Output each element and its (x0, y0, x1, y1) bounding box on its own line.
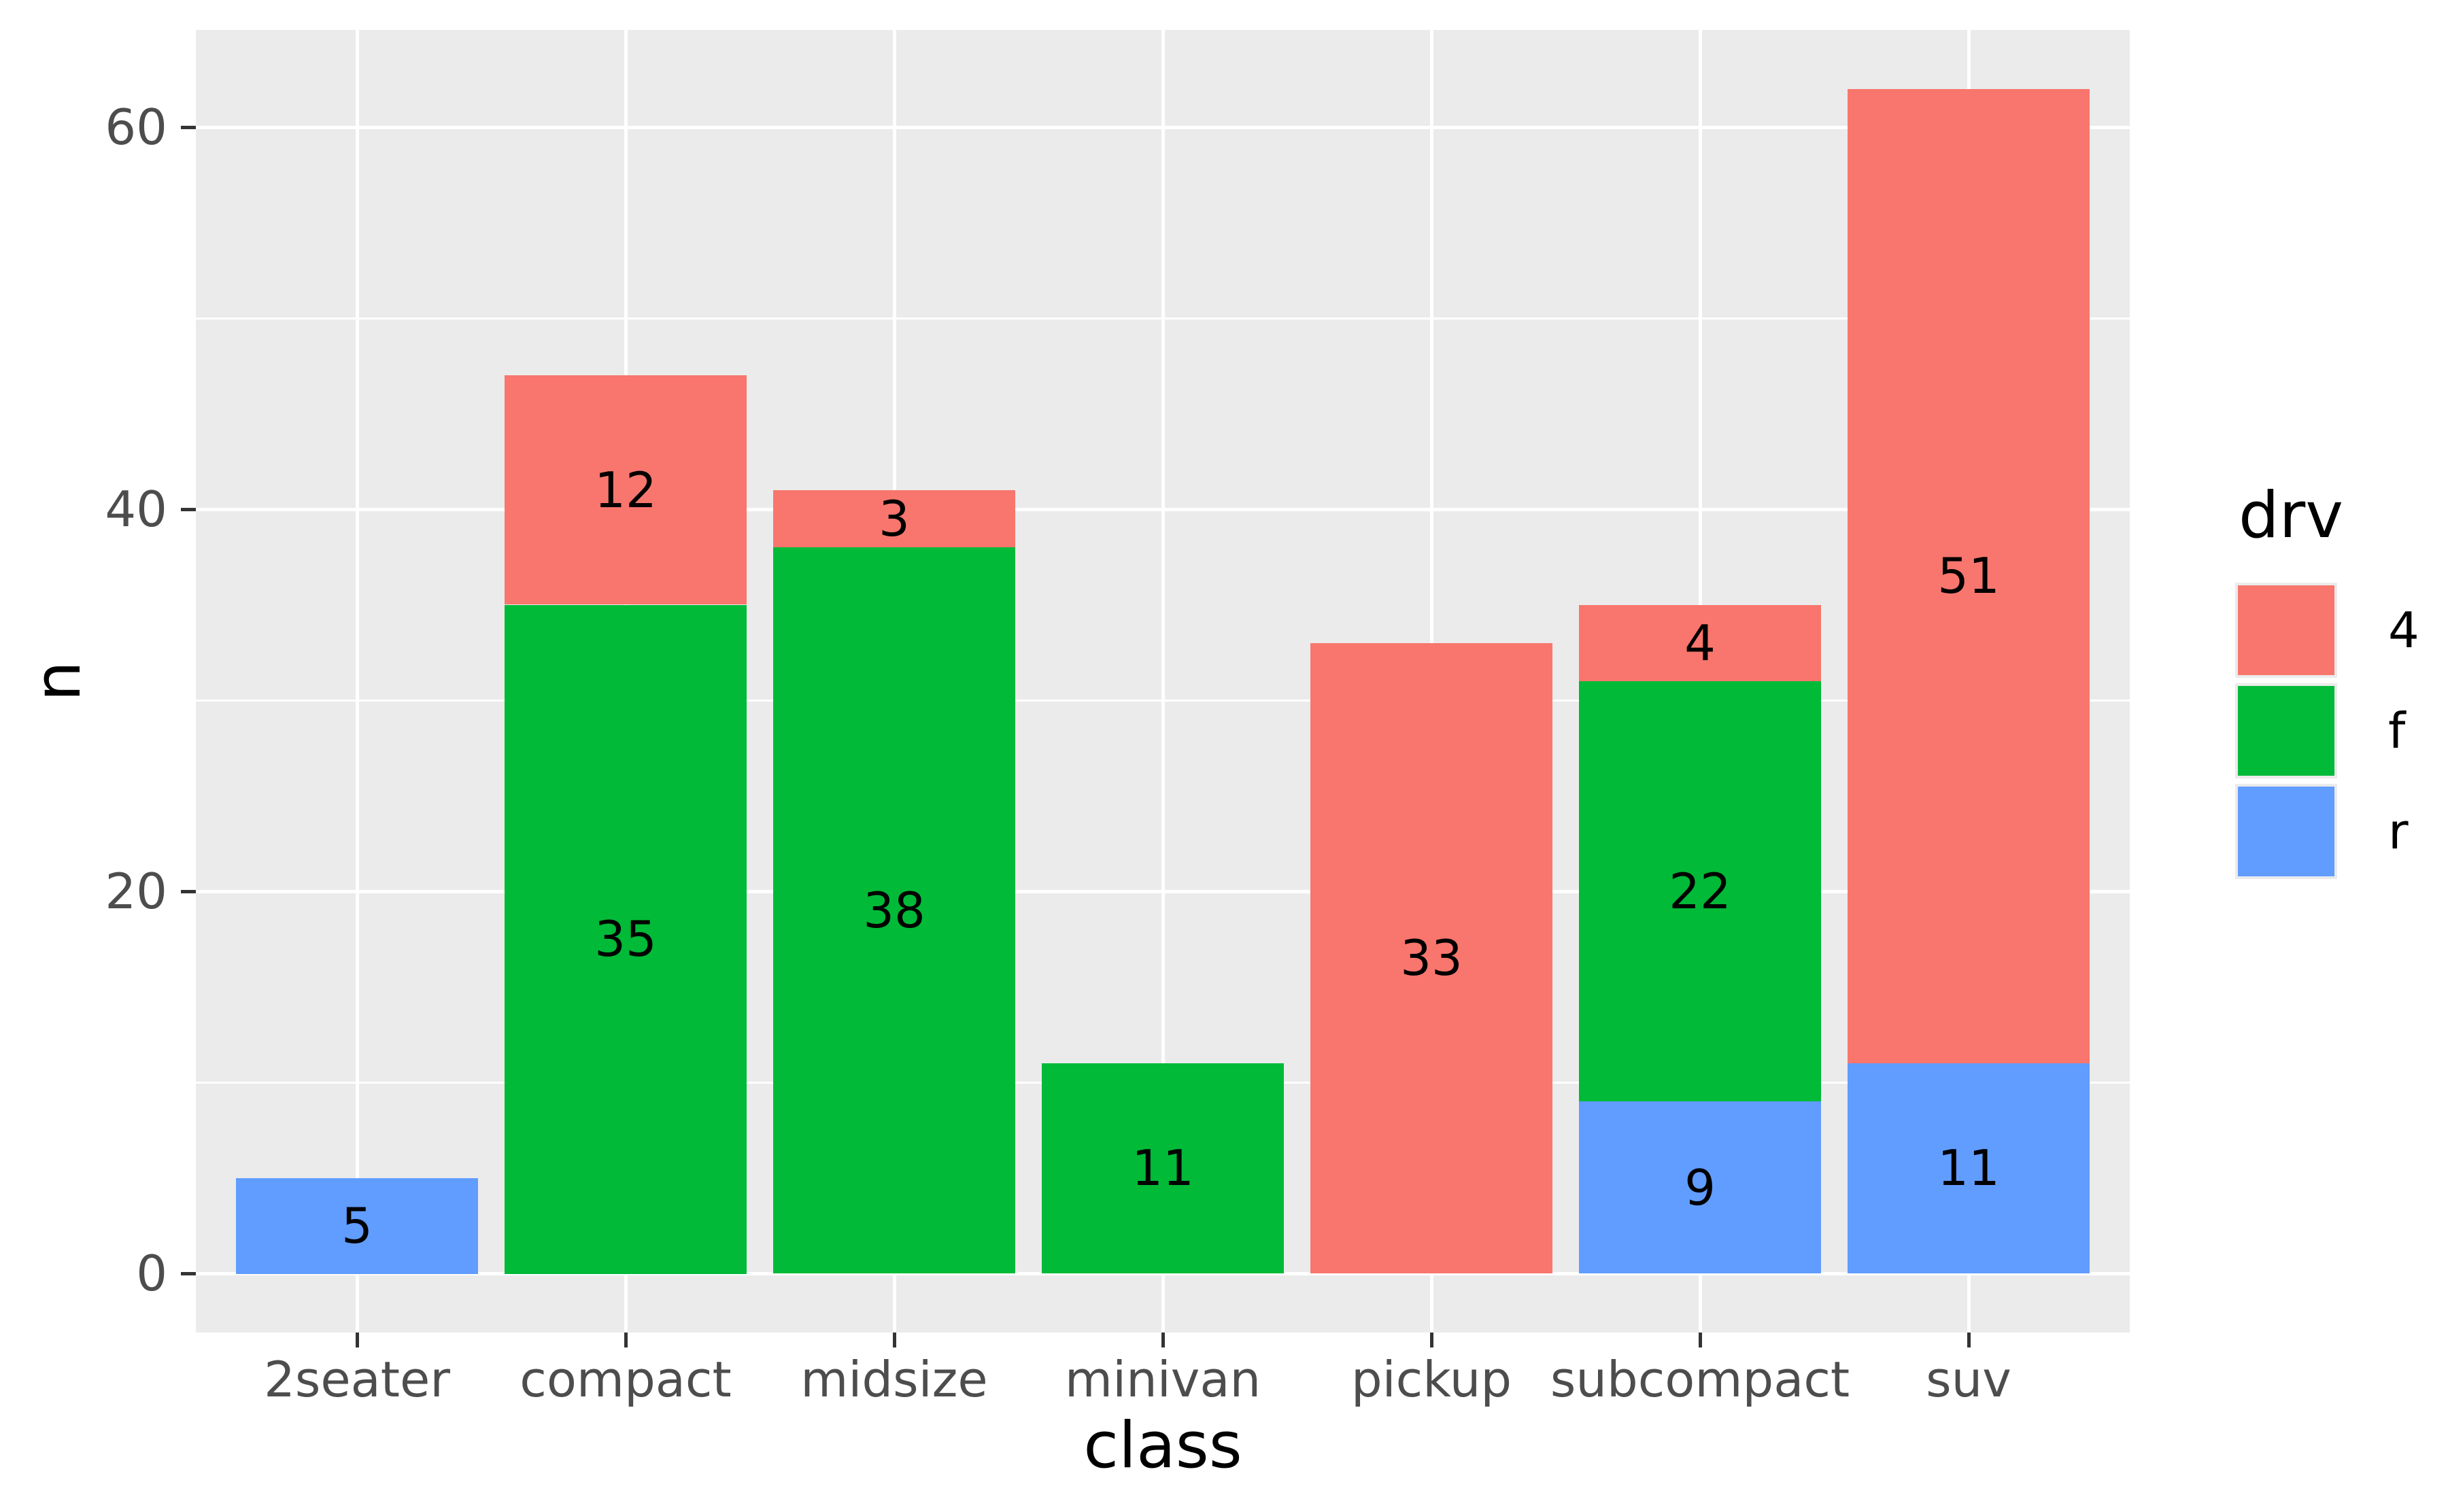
bar-value-label: 22 (1669, 863, 1731, 920)
x-major-gridline (1161, 30, 1165, 1333)
bar-value-label: 4 (1684, 615, 1716, 672)
bar-value-label: 35 (594, 910, 657, 967)
legend-label-r: r (2388, 803, 2409, 860)
y-tick-label-40: 40 (105, 481, 167, 538)
bar-segment-subcompact-drv-r (1579, 1101, 1821, 1273)
x-tick-label-pickup: pickup (1350, 1351, 1512, 1408)
y-tick-label-20: 20 (105, 863, 167, 920)
y-tick-mark (181, 1271, 196, 1275)
x-tick-mark (1967, 1333, 1971, 1347)
bar-value-label: 11 (1132, 1139, 1194, 1197)
y-tick-mark (181, 507, 196, 511)
bar-value-label: 51 (1937, 547, 2000, 604)
x-tick-label-2seater: 2seater (264, 1351, 450, 1408)
bar-value-label: 33 (1400, 929, 1463, 986)
bar-segment-midsize-drv-4 (773, 490, 1015, 547)
bar-segment-pickup-drv-4 (1310, 643, 1552, 1273)
bar-value-label: 3 (879, 490, 910, 547)
y-tick-label-0: 0 (136, 1245, 167, 1302)
bar-value-label: 5 (341, 1197, 373, 1254)
bar-segment-subcompact-drv-f (1579, 681, 1821, 1101)
x-tick-mark (892, 1333, 896, 1347)
x-tick-mark (624, 1333, 628, 1347)
bar-value-label: 11 (1937, 1139, 2000, 1197)
x-tick-mark (355, 1333, 359, 1347)
bar-segment-2seater-drv-r (236, 1178, 478, 1274)
x-tick-label-midsize: midsize (800, 1351, 988, 1408)
x-tick-label-minivan: minivan (1064, 1351, 1261, 1408)
x-tick-label-suv: suv (1926, 1351, 2011, 1408)
bar-value-label: 9 (1684, 1159, 1716, 1216)
bar-value-label: 38 (863, 882, 925, 939)
bar-value-label: 12 (594, 462, 657, 519)
x-axis-title: class (1083, 1409, 1242, 1483)
bar-segment-minivan-drv-f (1042, 1063, 1284, 1273)
x-tick-label-compact: compact (520, 1351, 732, 1408)
bar-segment-compact-drv-4 (505, 375, 747, 604)
y-tick-label-60: 60 (105, 99, 167, 156)
bar-segment-subcompact-drv-4 (1579, 605, 1821, 681)
bar-segment-compact-drv-f (505, 605, 747, 1274)
legend-title: drv (2239, 479, 2343, 553)
x-tick-mark (1161, 1333, 1165, 1347)
bar-segment-suv-drv-r (1848, 1063, 2090, 1273)
x-tick-mark (1698, 1333, 1702, 1347)
x-tick-label-subcompact: subcompact (1550, 1351, 1850, 1408)
bar-segment-midsize-drv-f (773, 547, 1015, 1273)
y-tick-mark (181, 125, 196, 129)
legend-swatch-4 (2238, 585, 2334, 675)
legend-label-4: 4 (2388, 602, 2419, 659)
y-tick-mark (181, 889, 196, 893)
x-tick-mark (1429, 1333, 1433, 1347)
x-major-gridline (355, 30, 359, 1333)
y-axis-title: n (21, 661, 95, 702)
legend-label-f: f (2388, 702, 2406, 759)
bar-segment-suv-drv-4 (1848, 89, 2090, 1063)
legend-swatch-r (2238, 787, 2334, 876)
legend-swatch-f (2238, 686, 2334, 776)
